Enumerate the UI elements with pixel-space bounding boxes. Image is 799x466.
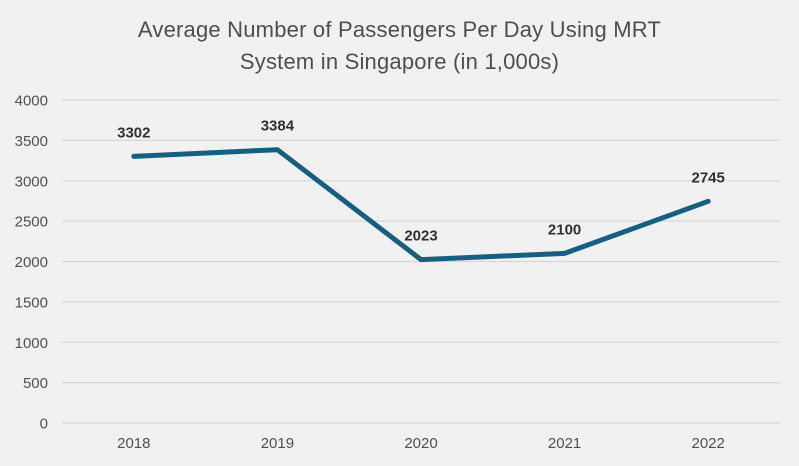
- chart-title: Average Number of Passengers Per Day Usi…: [0, 14, 799, 78]
- data-label: 2023: [404, 228, 437, 245]
- data-label: 3384: [261, 118, 295, 135]
- y-axis-tick-label: 1500: [15, 294, 48, 311]
- data-label: 2745: [692, 169, 725, 186]
- data-series-line: [131, 147, 711, 263]
- chart-title-line2: System in Singapore (in 1,000s): [239, 49, 560, 74]
- y-axis-tick-label: 4000: [15, 93, 48, 110]
- x-axis-tick-label: 2020: [404, 435, 437, 452]
- y-axis-tick-label: 0: [40, 416, 48, 433]
- y-axis-tick-label: 500: [23, 375, 48, 392]
- y-axis-tick-label: 3000: [15, 173, 48, 190]
- data-label: 2100: [548, 221, 581, 238]
- x-axis-tick-label: 2022: [692, 435, 725, 452]
- y-axis-tick-label: 2000: [15, 254, 48, 271]
- x-axis-tick-label: 2021: [548, 435, 581, 452]
- y-axis-tick-label: 2500: [15, 214, 48, 231]
- data-label: 3302: [117, 124, 150, 141]
- x-axis-tick-label: 2019: [261, 435, 294, 452]
- y-axis-tick-label: 3500: [15, 133, 48, 150]
- y-axis-tick-label: 1000: [15, 335, 48, 352]
- chart-title-line1: Average Number of Passengers Per Day Usi…: [137, 17, 662, 42]
- x-axis-tick-label: 2018: [117, 435, 150, 452]
